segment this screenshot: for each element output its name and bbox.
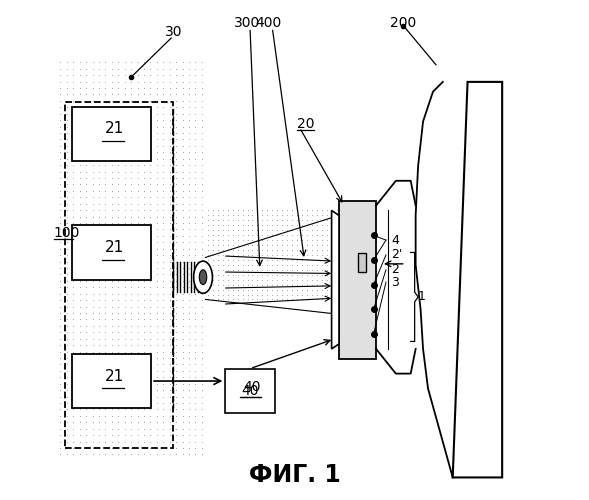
Text: 21: 21 — [104, 240, 124, 255]
Text: 20: 20 — [297, 117, 315, 131]
Text: 200: 200 — [390, 16, 416, 30]
Text: 2': 2' — [391, 248, 402, 262]
Bar — [339, 200, 376, 359]
Text: ФИГ. 1: ФИГ. 1 — [249, 464, 340, 487]
Ellipse shape — [194, 261, 213, 294]
Bar — [225, 368, 274, 413]
Polygon shape — [453, 82, 502, 477]
Bar — [72, 226, 151, 280]
Text: 2: 2 — [391, 264, 399, 276]
Text: 300: 300 — [234, 16, 261, 30]
Text: 4: 4 — [391, 234, 399, 246]
Text: 40: 40 — [244, 380, 262, 394]
Text: 1: 1 — [418, 290, 426, 304]
Bar — [358, 253, 366, 272]
Bar — [72, 354, 151, 408]
Text: 3: 3 — [391, 276, 399, 288]
Ellipse shape — [199, 270, 207, 284]
Polygon shape — [332, 210, 339, 349]
Text: 21: 21 — [104, 122, 124, 136]
Bar — [65, 102, 173, 448]
Text: 40: 40 — [241, 384, 259, 398]
Text: 21: 21 — [104, 368, 124, 384]
Bar — [72, 106, 151, 161]
Text: 30: 30 — [164, 26, 182, 40]
Text: 400: 400 — [255, 16, 282, 30]
Text: 100: 100 — [54, 226, 80, 239]
